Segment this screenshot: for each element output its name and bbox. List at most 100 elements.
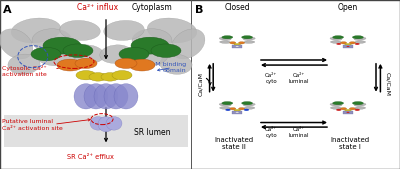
Ellipse shape	[352, 102, 364, 105]
Ellipse shape	[151, 44, 181, 57]
Text: Inactivated
state II: Inactivated state II	[214, 137, 254, 150]
Text: Ca²⁺
cyto: Ca²⁺ cyto	[265, 73, 277, 84]
Ellipse shape	[242, 102, 253, 105]
Ellipse shape	[354, 37, 366, 40]
Ellipse shape	[236, 46, 239, 47]
Ellipse shape	[129, 59, 155, 71]
Ellipse shape	[340, 108, 347, 110]
Ellipse shape	[32, 29, 72, 52]
Ellipse shape	[332, 36, 344, 39]
Ellipse shape	[115, 58, 137, 68]
Ellipse shape	[330, 37, 342, 40]
Ellipse shape	[354, 109, 360, 111]
Ellipse shape	[345, 43, 351, 45]
Ellipse shape	[234, 109, 240, 111]
Text: SR lumen: SR lumen	[134, 128, 170, 137]
Ellipse shape	[330, 41, 341, 43]
Ellipse shape	[238, 42, 245, 44]
Bar	[232, 45, 242, 48]
Ellipse shape	[349, 42, 356, 44]
Ellipse shape	[75, 58, 97, 68]
Ellipse shape	[220, 107, 230, 109]
Ellipse shape	[57, 59, 83, 71]
Text: Putative luminal
Ca²⁺ activation site: Putative luminal Ca²⁺ activation site	[2, 119, 63, 131]
Ellipse shape	[8, 54, 40, 74]
Text: Ca²⁺
luminal: Ca²⁺ luminal	[289, 127, 310, 138]
Ellipse shape	[244, 107, 255, 109]
Ellipse shape	[354, 103, 366, 106]
Ellipse shape	[230, 108, 236, 110]
Ellipse shape	[236, 112, 239, 113]
Ellipse shape	[355, 43, 360, 45]
Ellipse shape	[238, 108, 245, 110]
Ellipse shape	[104, 84, 128, 109]
Ellipse shape	[222, 36, 233, 39]
Text: B: B	[195, 5, 203, 15]
Ellipse shape	[219, 103, 231, 106]
Ellipse shape	[84, 84, 108, 109]
Ellipse shape	[336, 43, 341, 45]
Ellipse shape	[31, 47, 61, 61]
Ellipse shape	[330, 103, 342, 106]
Ellipse shape	[112, 71, 132, 80]
Ellipse shape	[355, 41, 366, 43]
Ellipse shape	[219, 37, 231, 40]
Bar	[343, 111, 353, 114]
Ellipse shape	[242, 36, 253, 39]
Ellipse shape	[36, 46, 76, 66]
Ellipse shape	[345, 109, 351, 111]
Ellipse shape	[332, 102, 344, 105]
Ellipse shape	[119, 47, 149, 61]
Ellipse shape	[220, 41, 230, 43]
Ellipse shape	[336, 109, 341, 111]
Ellipse shape	[0, 29, 33, 59]
Ellipse shape	[330, 107, 341, 109]
Ellipse shape	[160, 54, 192, 74]
Ellipse shape	[243, 37, 255, 40]
Ellipse shape	[43, 37, 81, 54]
Text: Cytoplasm: Cytoplasm	[132, 3, 172, 11]
Text: Ca²⁺ influx: Ca²⁺ influx	[78, 3, 118, 11]
Ellipse shape	[243, 103, 255, 106]
Bar	[232, 111, 242, 114]
Ellipse shape	[355, 107, 366, 109]
Ellipse shape	[106, 117, 122, 130]
Ellipse shape	[234, 43, 240, 45]
Text: Cytosolic Ca²⁺
activation site: Cytosolic Ca²⁺ activation site	[2, 65, 47, 77]
Ellipse shape	[346, 46, 350, 47]
Text: Ca²⁺
luminal: Ca²⁺ luminal	[289, 73, 310, 84]
Text: Ca/CaM: Ca/CaM	[198, 73, 203, 96]
Ellipse shape	[74, 84, 98, 109]
Text: CaM binding
domain: CaM binding domain	[147, 62, 186, 73]
Text: Ca/CaM: Ca/CaM	[385, 73, 390, 96]
Ellipse shape	[76, 71, 96, 80]
Ellipse shape	[352, 36, 364, 39]
Ellipse shape	[100, 45, 132, 63]
Ellipse shape	[104, 20, 144, 40]
Ellipse shape	[60, 20, 100, 40]
Ellipse shape	[128, 46, 168, 66]
Text: SR Ca²⁺ efflux: SR Ca²⁺ efflux	[66, 154, 114, 160]
Ellipse shape	[98, 117, 114, 132]
Ellipse shape	[244, 109, 249, 111]
Ellipse shape	[346, 112, 350, 113]
Ellipse shape	[72, 45, 104, 63]
Ellipse shape	[222, 102, 233, 105]
Bar	[343, 45, 353, 48]
Ellipse shape	[94, 84, 118, 109]
Ellipse shape	[90, 117, 106, 130]
Ellipse shape	[11, 18, 61, 43]
Ellipse shape	[63, 44, 93, 57]
Text: Open: Open	[338, 3, 358, 11]
Ellipse shape	[171, 29, 205, 59]
Ellipse shape	[101, 73, 119, 81]
Text: Inactivated
state I: Inactivated state I	[330, 137, 370, 150]
Text: A: A	[3, 5, 12, 15]
Bar	[4, 115, 188, 147]
Ellipse shape	[225, 109, 230, 111]
Ellipse shape	[114, 84, 138, 109]
Text: Closed: Closed	[224, 3, 250, 11]
Ellipse shape	[147, 18, 197, 43]
Ellipse shape	[132, 29, 172, 52]
Text: Ca²⁺
cyto: Ca²⁺ cyto	[265, 127, 277, 138]
